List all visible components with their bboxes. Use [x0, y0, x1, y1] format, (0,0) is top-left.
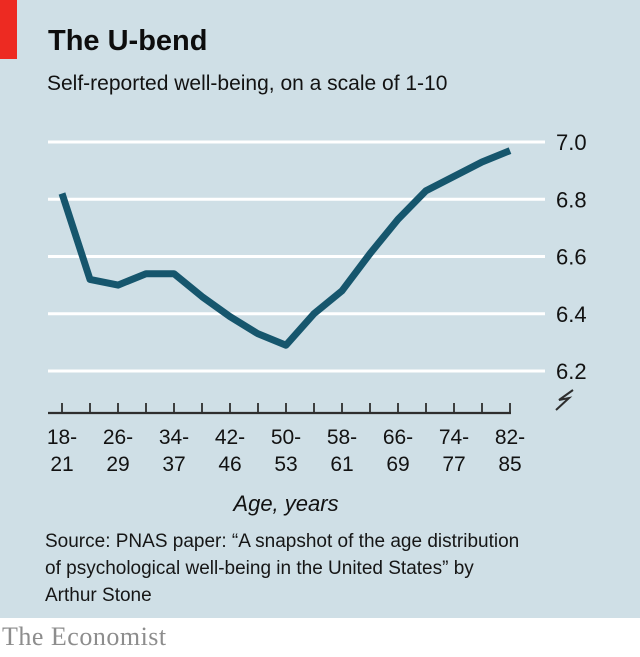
chart-card: 7.0 6.8 6.6 6.4 6.2 18- 21 26- 29 34- 37 42- 46 50- 53…: [0, 0, 640, 618]
y-tick-label: 6.2: [556, 359, 587, 384]
x-tick-label-bottom: 21: [50, 453, 73, 476]
x-tick-label-bottom: 29: [106, 453, 129, 476]
x-axis-title: Age, years: [231, 491, 338, 516]
y-tick-label: 7.0: [556, 130, 587, 155]
footer-bar: The Economist: [0, 618, 640, 657]
economist-red-tab: [0, 0, 17, 59]
x-tick-label-top: 18-: [47, 426, 77, 449]
x-tick-label-bottom: 69: [386, 453, 409, 476]
x-tick-label-bottom: 37: [162, 453, 185, 476]
x-tick-label-top: 58-: [327, 426, 357, 449]
x-tick-label-top: 26-: [103, 426, 133, 449]
x-tick-label-bottom: 61: [330, 453, 353, 476]
x-tick-label-bottom: 77: [442, 453, 465, 476]
x-tick-label-bottom: 46: [218, 453, 241, 476]
x-tick-label-bottom: 85: [498, 453, 521, 476]
source-line-2: of psychological well-being in the Unite…: [45, 558, 474, 579]
x-tick-label-top: 74-: [439, 426, 469, 449]
source-line-1: Source: PNAS paper: “A snapshot of the a…: [45, 531, 520, 552]
x-tick-label-top: 82-: [495, 426, 525, 449]
source-note: Source: PNAS paper: “A snapshot of the a…: [45, 528, 519, 609]
x-tick-label-top: 50-: [271, 426, 301, 449]
x-tick-label-top: 66-: [383, 426, 413, 449]
y-tick-label: 6.8: [556, 187, 587, 212]
chart-title: The U-bend: [48, 25, 208, 57]
chart-svg: 7.0 6.8 6.6 6.4 6.2 18- 21 26- 29 34- 37 42- 46 50- 53…: [47, 130, 587, 516]
x-tick-label-bottom: 53: [274, 453, 297, 476]
y-tick-label: 6.6: [556, 245, 587, 270]
x-tick-label-top: 34-: [159, 426, 189, 449]
economist-logo: The Economist: [2, 622, 167, 651]
y-tick-label: 6.4: [556, 302, 587, 327]
wellbeing-line: [58, 147, 512, 349]
x-tick-label-top: 42-: [215, 426, 245, 449]
chart-subtitle: Self-reported well-being, on a scale of …: [47, 72, 448, 95]
axis-break-icon: [555, 389, 574, 411]
source-line-3: Arthur Stone: [45, 585, 152, 606]
